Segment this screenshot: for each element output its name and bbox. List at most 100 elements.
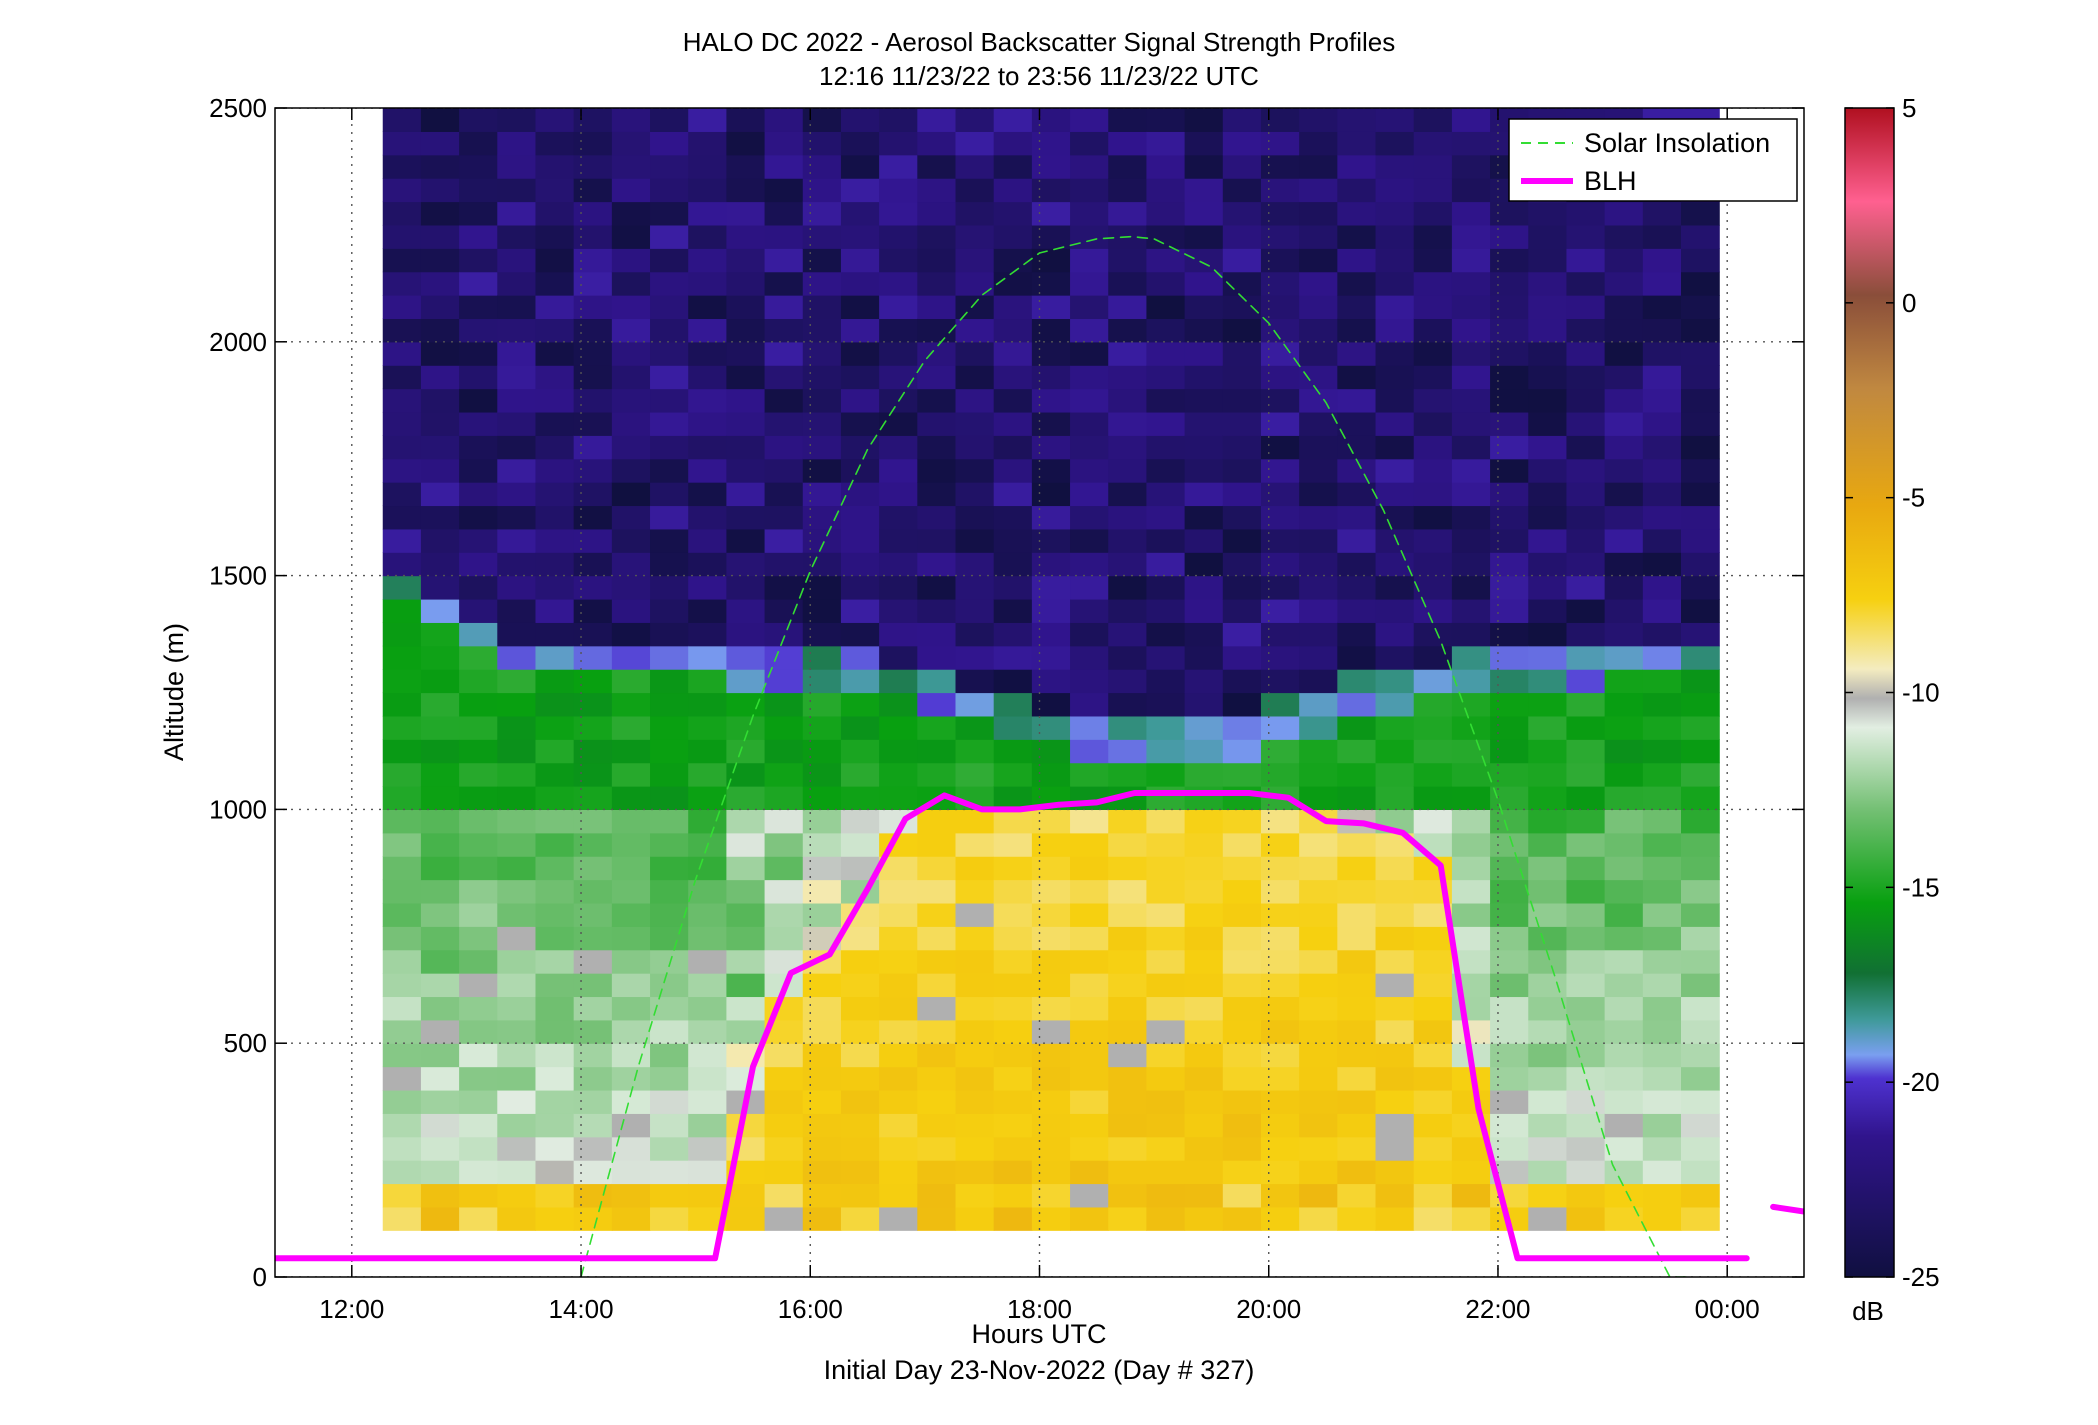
heatmap-cell [1184,365,1224,390]
x-tick-label: 22:00 [1465,1294,1530,1324]
heatmap-cell [764,1206,804,1231]
heatmap-cell [917,248,957,273]
heatmap-cell [1299,809,1338,834]
heatmap-cell [802,996,842,1021]
heatmap-cell [420,575,460,600]
heatmap-cell [1146,902,1186,927]
heatmap-cell [1528,1206,1568,1231]
heatmap-cell [993,248,1033,273]
heatmap-cell [1375,739,1415,764]
heatmap-cell [993,809,1033,834]
heatmap-cell [688,856,727,881]
heatmap-cell [1451,178,1491,203]
heatmap-cell [802,505,842,530]
heatmap-cell [1108,552,1148,577]
heatmap-cell [573,1113,613,1138]
heatmap-cell [611,201,651,226]
heatmap-cell [688,1089,727,1114]
heatmap-cell [1184,1019,1224,1044]
heatmap-cell [1337,1183,1377,1208]
heatmap-cell [955,482,995,507]
heatmap-cell [1375,154,1415,179]
heatmap-cell [611,131,651,156]
heatmap-cell [1451,1089,1491,1114]
heatmap-cell [688,224,727,249]
heatmap-cell [1184,318,1224,343]
heatmap-cell [1184,715,1224,740]
heatmap-cell [1681,715,1720,740]
heatmap-cell [1566,435,1606,460]
heatmap-cell [1070,224,1109,249]
heatmap-cell [1451,201,1491,226]
heatmap-cell [1299,552,1338,577]
heatmap-cell [459,692,498,717]
heatmap-cell [726,552,766,577]
heatmap-cell [611,1043,651,1068]
heatmap-cell [1070,902,1109,927]
heatmap-cell [1108,248,1148,273]
heatmap-cell [1222,1019,1262,1044]
heatmap-cell [535,715,575,740]
heatmap-cell [726,505,766,530]
heatmap-cell [764,505,804,530]
heatmap-cell [993,365,1033,390]
heatmap-cell [611,388,651,413]
heatmap-cell [1260,552,1300,577]
heatmap-cell [650,739,689,764]
heatmap-cell [1031,1113,1071,1138]
heatmap-cell [1108,856,1148,881]
heatmap-cell [382,411,422,436]
heatmap-cell [535,832,575,857]
heatmap-cell [688,1160,727,1185]
heatmap-cell [917,879,957,904]
heatmap-cell [573,598,613,623]
heatmap-cell [1108,1066,1148,1091]
heatmap-cell [650,645,689,670]
heatmap-cell [459,762,498,787]
heatmap-cell [497,739,537,764]
heatmap-cell [1413,411,1453,436]
heatmap-cell [726,856,766,881]
heatmap-cell [1604,248,1644,273]
heatmap-cell [535,926,575,951]
heatmap-cell [917,715,957,740]
heatmap-cell [1375,178,1415,203]
heatmap-cell [1222,1089,1262,1114]
heatmap-cell [1184,973,1224,998]
heatmap-cell [535,598,575,623]
heatmap-cell [497,598,537,623]
heatmap-cell [1031,131,1071,156]
heatmap-cell [1642,692,1682,717]
heatmap-cell [459,1183,498,1208]
heatmap-cell [1108,411,1148,436]
heatmap-cell [1070,295,1109,320]
heatmap-cell [802,1019,842,1044]
heatmap-cell [802,552,842,577]
heatmap-cell [802,1066,842,1091]
heatmap-cell [1375,1043,1415,1068]
heatmap-cell [1375,669,1415,694]
heatmap-cell [1260,645,1300,670]
heatmap-cell [802,622,842,647]
solar-insolation-line [580,235,1694,1277]
heatmap-cell [1299,365,1338,390]
heatmap-cell [1260,365,1300,390]
heatmap-cell [1070,762,1109,787]
heatmap-cell [1451,528,1491,553]
y-axis-label: Altitude (m) [159,623,189,761]
heatmap-cell [993,598,1033,623]
heatmap-cell [1528,949,1568,974]
heatmap-cell [1260,622,1300,647]
heatmap-cell [1528,528,1568,553]
heatmap-cell [420,786,460,810]
heatmap-cell [1260,1206,1300,1231]
heatmap-cell [802,902,842,927]
heatmap-cell [1337,458,1377,483]
heatmap-cell [1413,692,1453,717]
legend-blh-label: BLH [1584,166,1637,196]
heatmap-cell [993,411,1033,436]
heatmap-cell [459,1113,498,1138]
heatmap-cell [573,879,613,904]
heatmap-cell [1299,458,1338,483]
heatmap-cell [611,108,651,132]
